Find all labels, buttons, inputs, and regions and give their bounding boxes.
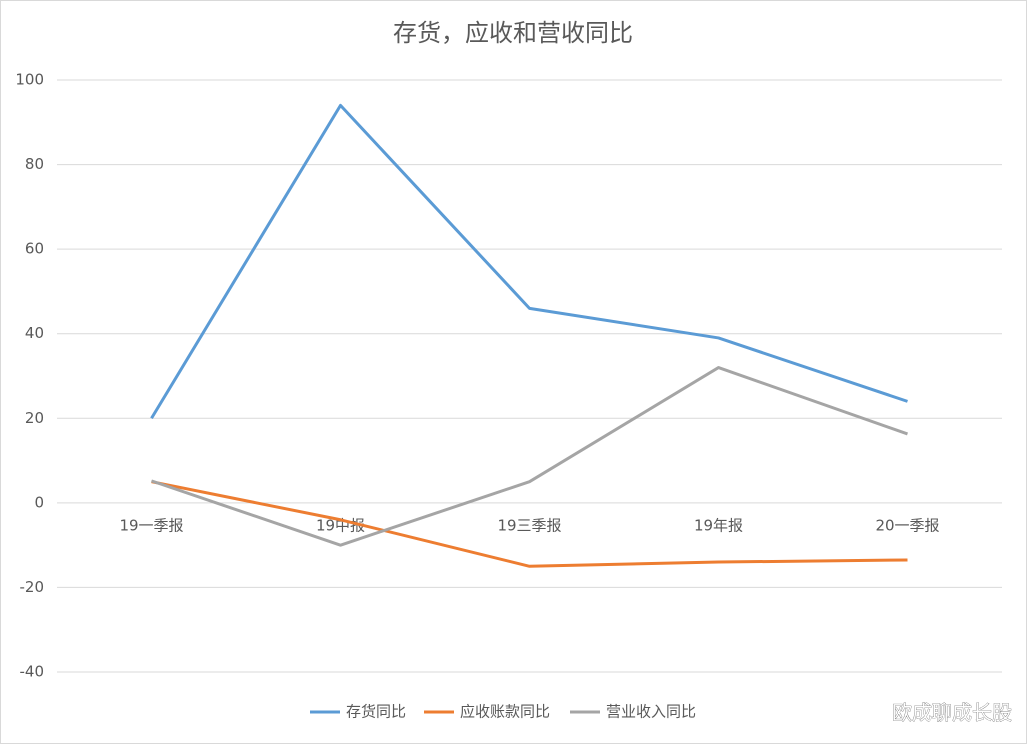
line-series bbox=[151, 480, 908, 568]
y-tick-label: 40 bbox=[25, 324, 44, 342]
y-tick-label: -20 bbox=[20, 578, 45, 596]
y-tick-label: -40 bbox=[20, 663, 45, 681]
y-tick-label: 0 bbox=[34, 493, 44, 511]
line-series bbox=[150, 103, 908, 420]
chart-title: 存货，应收和营收同比 bbox=[393, 19, 633, 47]
x-tick-label: 19一季报 bbox=[119, 516, 183, 534]
legend-label: 存货同比 bbox=[346, 703, 406, 721]
x-tick-label: 20一季报 bbox=[875, 516, 939, 534]
legend: 存货同比 应收账款同比 营业收入同比 bbox=[310, 703, 696, 721]
plot-area bbox=[150, 103, 908, 568]
y-tick-label: 80 bbox=[25, 155, 44, 173]
watermark: 欧成聊成长股 bbox=[892, 701, 1012, 725]
line-series bbox=[151, 366, 908, 547]
x-tick-label: 19年报 bbox=[694, 516, 743, 534]
x-tick-label: 19中报 bbox=[316, 516, 365, 534]
y-tick-label: 100 bbox=[15, 71, 44, 89]
grid: -40 -20 0 20 40 60 80 100 19一季报 19中报 19三季报 19年报 20一季… bbox=[15, 71, 1002, 681]
y-tick-label: 60 bbox=[25, 240, 44, 258]
legend-label: 应收账款同比 bbox=[460, 703, 550, 721]
legend-label: 营业收入同比 bbox=[606, 703, 696, 721]
y-tick-label: 20 bbox=[25, 409, 44, 427]
x-tick-label: 19三季报 bbox=[497, 516, 561, 534]
